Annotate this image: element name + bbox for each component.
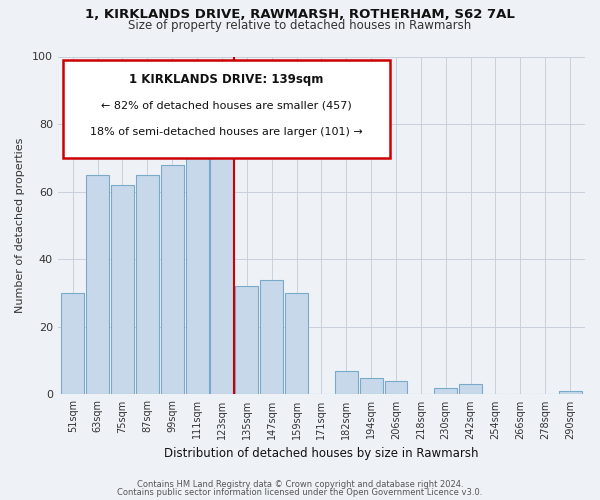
Text: Contains HM Land Registry data © Crown copyright and database right 2024.: Contains HM Land Registry data © Crown c… (137, 480, 463, 489)
FancyBboxPatch shape (63, 60, 390, 158)
Bar (111, 185, 134, 394)
Bar (359, 378, 383, 394)
Bar (285, 293, 308, 394)
Bar (86, 175, 109, 394)
Text: 18% of semi-detached houses are larger (101) →: 18% of semi-detached houses are larger (… (90, 128, 363, 138)
Text: Size of property relative to detached houses in Rawmarsh: Size of property relative to detached ho… (128, 18, 472, 32)
Bar (559, 391, 581, 394)
Text: Contains public sector information licensed under the Open Government Licence v3: Contains public sector information licen… (118, 488, 482, 497)
Bar (335, 371, 358, 394)
Bar (260, 280, 283, 394)
Bar (61, 293, 84, 394)
Y-axis label: Number of detached properties: Number of detached properties (15, 138, 25, 313)
Text: 1 KIRKLANDS DRIVE: 139sqm: 1 KIRKLANDS DRIVE: 139sqm (130, 74, 323, 86)
Bar (434, 388, 457, 394)
Bar (235, 286, 258, 395)
Bar (185, 110, 209, 395)
Text: 1, KIRKLANDS DRIVE, RAWMARSH, ROTHERHAM, S62 7AL: 1, KIRKLANDS DRIVE, RAWMARSH, ROTHERHAM,… (85, 8, 515, 20)
Bar (161, 164, 184, 394)
Text: ← 82% of detached houses are smaller (457): ← 82% of detached houses are smaller (45… (101, 100, 352, 110)
Bar (211, 158, 233, 394)
Bar (136, 175, 159, 394)
Bar (385, 381, 407, 394)
X-axis label: Distribution of detached houses by size in Rawmarsh: Distribution of detached houses by size … (164, 447, 479, 460)
Bar (459, 384, 482, 394)
